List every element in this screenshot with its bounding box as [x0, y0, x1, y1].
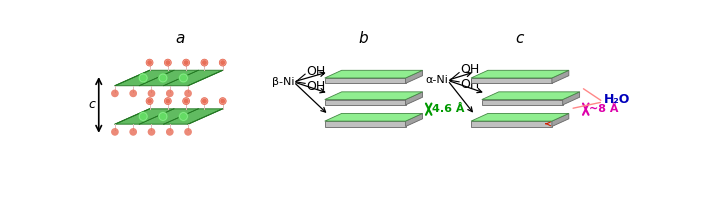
- Circle shape: [166, 129, 173, 135]
- Circle shape: [179, 112, 187, 121]
- Polygon shape: [325, 78, 406, 83]
- Circle shape: [139, 74, 147, 82]
- Text: H₂O: H₂O: [604, 93, 630, 106]
- Circle shape: [147, 59, 152, 66]
- Text: OH: OH: [461, 78, 480, 92]
- Circle shape: [139, 112, 147, 121]
- Polygon shape: [406, 92, 423, 105]
- Circle shape: [183, 98, 190, 104]
- Circle shape: [148, 90, 154, 96]
- Circle shape: [139, 74, 147, 82]
- Circle shape: [185, 90, 191, 96]
- Circle shape: [185, 129, 191, 135]
- Polygon shape: [406, 70, 423, 83]
- Circle shape: [112, 90, 118, 96]
- Polygon shape: [552, 114, 569, 126]
- Polygon shape: [325, 121, 406, 126]
- Circle shape: [165, 59, 171, 66]
- Circle shape: [165, 98, 171, 104]
- Polygon shape: [406, 114, 423, 126]
- Text: OH: OH: [307, 64, 326, 78]
- Polygon shape: [325, 114, 423, 121]
- Circle shape: [147, 59, 152, 66]
- Circle shape: [112, 129, 118, 135]
- Text: a: a: [176, 31, 185, 46]
- Polygon shape: [115, 109, 223, 124]
- Circle shape: [220, 59, 226, 66]
- Polygon shape: [552, 70, 569, 83]
- Circle shape: [201, 59, 208, 66]
- Text: α-Ni: α-Ni: [425, 75, 449, 85]
- Circle shape: [220, 98, 226, 104]
- Polygon shape: [563, 92, 580, 105]
- Circle shape: [166, 129, 173, 135]
- Circle shape: [201, 59, 208, 66]
- Circle shape: [201, 98, 208, 104]
- Text: ~8 Å: ~8 Å: [589, 104, 618, 114]
- Circle shape: [159, 74, 167, 82]
- Text: β-Ni: β-Ni: [272, 77, 294, 87]
- Polygon shape: [325, 99, 406, 105]
- Circle shape: [159, 74, 167, 82]
- Polygon shape: [325, 70, 423, 78]
- Text: c: c: [88, 98, 95, 112]
- Circle shape: [220, 98, 226, 104]
- Text: c: c: [515, 31, 524, 46]
- Circle shape: [201, 98, 208, 104]
- Circle shape: [183, 98, 190, 104]
- Circle shape: [139, 112, 147, 121]
- Circle shape: [165, 98, 171, 104]
- Text: 4.6 Å: 4.6 Å: [432, 104, 464, 114]
- Circle shape: [179, 74, 187, 82]
- Circle shape: [179, 74, 187, 82]
- Polygon shape: [471, 121, 552, 126]
- Circle shape: [183, 59, 190, 66]
- Circle shape: [130, 90, 136, 96]
- Polygon shape: [471, 114, 569, 121]
- Circle shape: [179, 112, 187, 121]
- Polygon shape: [115, 70, 223, 86]
- Circle shape: [166, 90, 173, 96]
- Circle shape: [159, 112, 167, 121]
- Circle shape: [220, 59, 226, 66]
- Circle shape: [148, 129, 154, 135]
- Polygon shape: [471, 78, 552, 83]
- Circle shape: [166, 90, 173, 96]
- Circle shape: [112, 129, 118, 135]
- Polygon shape: [482, 99, 563, 105]
- Circle shape: [183, 59, 190, 66]
- Circle shape: [130, 129, 136, 135]
- Polygon shape: [471, 70, 569, 78]
- Circle shape: [112, 90, 118, 96]
- Circle shape: [148, 129, 154, 135]
- Circle shape: [185, 90, 191, 96]
- Text: OH: OH: [307, 80, 326, 93]
- Circle shape: [147, 98, 152, 104]
- Circle shape: [130, 129, 136, 135]
- Text: OH: OH: [461, 63, 480, 76]
- Polygon shape: [482, 92, 580, 99]
- Polygon shape: [325, 92, 423, 99]
- Circle shape: [185, 129, 191, 135]
- Circle shape: [148, 90, 154, 96]
- Circle shape: [147, 98, 152, 104]
- Circle shape: [130, 90, 136, 96]
- Circle shape: [159, 112, 167, 121]
- Circle shape: [165, 59, 171, 66]
- Text: b: b: [358, 31, 368, 46]
